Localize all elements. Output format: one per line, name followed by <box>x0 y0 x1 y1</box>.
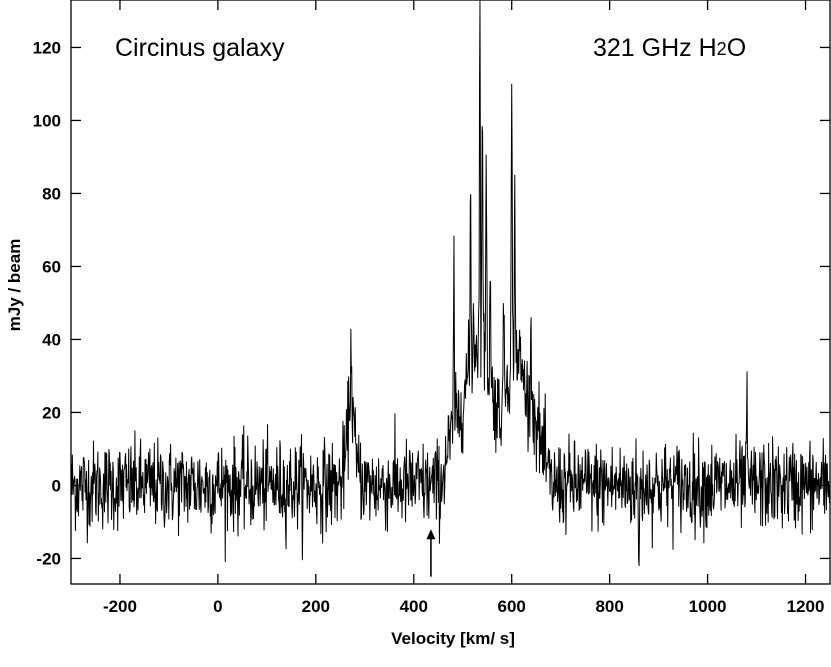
line-annotation-subscript: 2 <box>717 39 727 59</box>
y-axis-label: mJy / beam <box>5 239 24 332</box>
x-tick-label: 1000 <box>689 597 727 616</box>
line-annotation-suffix: O <box>727 34 746 62</box>
arrow-marker <box>426 529 436 577</box>
y-tick-label: 0 <box>52 476 61 495</box>
y-tick-label: 100 <box>33 111 61 130</box>
y-tick-label: 40 <box>42 330 61 349</box>
x-tick-label: 0 <box>213 597 222 616</box>
plot-area <box>70 0 831 567</box>
x-tick-label: 1200 <box>787 597 825 616</box>
y-tick-label: 80 <box>42 184 61 203</box>
y-tick-label: -20 <box>36 549 61 568</box>
y-axis: -20 0 20 40 60 80 100 120 <box>33 38 830 568</box>
x-axis: -200 0 200 400 600 800 1000 1200 <box>103 0 824 616</box>
y-tick-label: 120 <box>33 38 61 57</box>
x-tick-label: -200 <box>103 597 137 616</box>
plot-frame <box>70 0 831 585</box>
x-tick-label: 600 <box>498 597 526 616</box>
arrow-head <box>426 529 436 540</box>
source-annotation: Circinus galaxy <box>115 34 285 62</box>
line-annotation-prefix: 321 GHz H <box>593 34 717 62</box>
y-tick-label: 60 <box>42 257 61 276</box>
x-axis-label: Velocity [km/ s] <box>391 629 515 648</box>
y-tick-label: 20 <box>42 403 61 422</box>
x-tick-label: 800 <box>595 597 623 616</box>
spectrum-line <box>70 0 831 567</box>
line-annotation: 321 GHz H2O <box>593 34 746 62</box>
x-tick-label: 200 <box>302 597 330 616</box>
x-tick-label: 400 <box>400 597 428 616</box>
